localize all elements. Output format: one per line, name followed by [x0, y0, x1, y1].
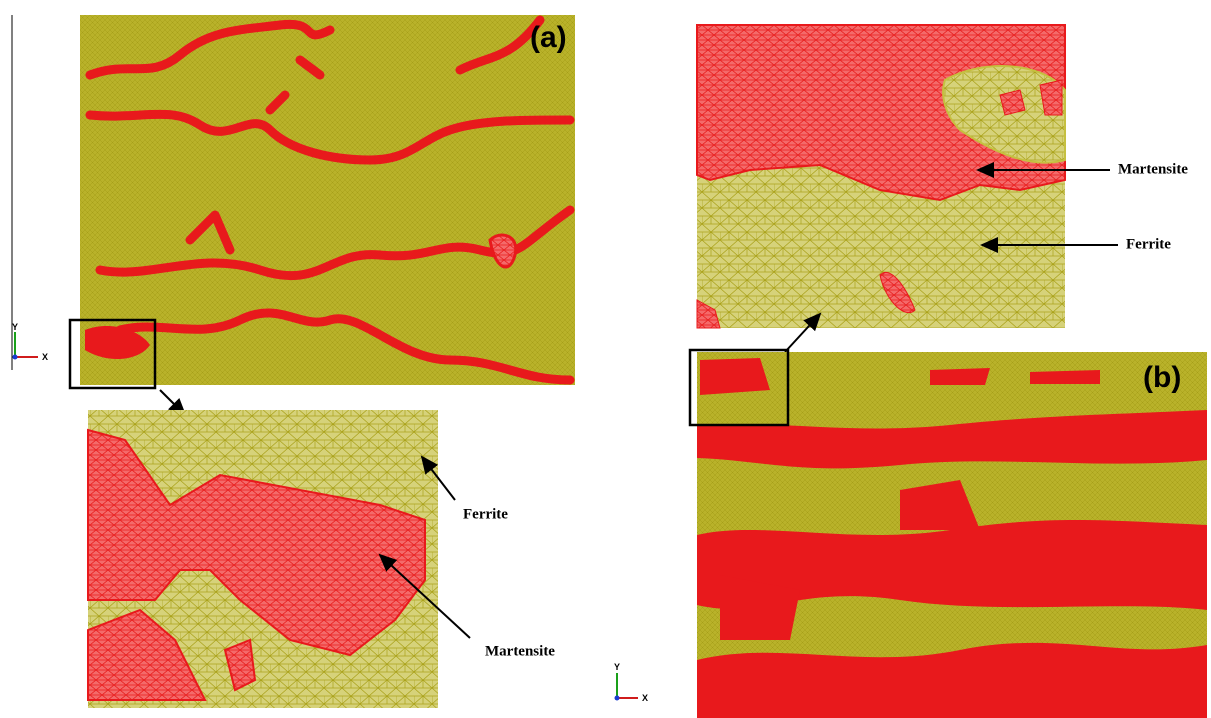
axis-x-label: X [642, 693, 648, 703]
panel-a: (a) [12, 15, 575, 388]
inset-a: Ferrite Martensite [88, 390, 555, 708]
panel-b: (b) [690, 314, 1207, 718]
martensite-label: Martensite [1118, 161, 1188, 177]
axis-triad: Y X [614, 662, 648, 703]
axis-x-label: X [42, 352, 48, 362]
panel-label: (b) [1143, 361, 1181, 394]
figure: (a) Y X Ferrite Martensite Martensite Fe… [0, 0, 1211, 718]
axis-y-label: Y [12, 322, 18, 332]
martensite-label: Martensite [485, 643, 555, 659]
axis-y-label: Y [614, 662, 620, 672]
ferrite-label: Ferrite [463, 506, 508, 522]
ferrite-label: Ferrite [1126, 236, 1171, 252]
panel-label: (a) [530, 21, 567, 54]
inset-b: Martensite Ferrite [697, 25, 1188, 328]
axis-triad: Y X [12, 322, 48, 362]
